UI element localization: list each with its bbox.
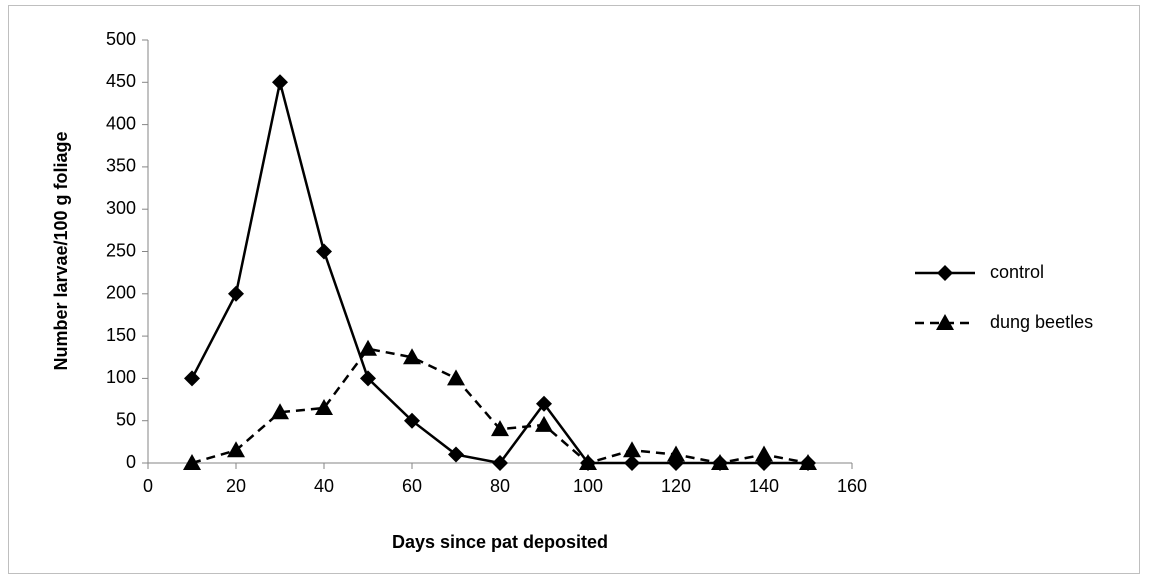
- x-tick-label: 40: [314, 476, 334, 496]
- marker-triangle: [359, 339, 377, 356]
- marker-triangle: [579, 454, 597, 470]
- marker-triangle: [667, 445, 685, 462]
- marker-diamond: [360, 370, 376, 387]
- x-tick-label: 0: [143, 476, 153, 496]
- marker-triangle: [799, 454, 817, 470]
- marker-triangle: [403, 348, 421, 365]
- y-tick-label: 350: [106, 156, 136, 176]
- legend-label: dung beetles: [990, 312, 1093, 332]
- x-axis-title: Days since pat deposited: [392, 532, 608, 552]
- marker-triangle: [623, 441, 641, 458]
- y-tick-label: 150: [106, 325, 136, 345]
- y-tick-label: 400: [106, 113, 136, 133]
- marker-diamond: [448, 446, 464, 463]
- marker-triangle: [315, 399, 333, 416]
- marker-diamond: [492, 455, 508, 471]
- marker-diamond: [624, 455, 640, 471]
- x-tick-label: 160: [837, 476, 867, 496]
- marker-triangle: [755, 445, 773, 462]
- marker-diamond: [228, 285, 244, 302]
- marker-triangle: [271, 403, 289, 420]
- legend-label: control: [990, 262, 1044, 282]
- y-tick-label: 50: [116, 409, 136, 429]
- marker-triangle: [183, 454, 201, 470]
- marker-triangle: [491, 420, 509, 437]
- marker-triangle: [227, 441, 245, 458]
- x-tick-label: 140: [749, 476, 779, 496]
- marker-triangle: [711, 454, 729, 470]
- y-tick-label: 300: [106, 198, 136, 218]
- y-tick-label: 500: [106, 29, 136, 49]
- x-tick-label: 120: [661, 476, 691, 496]
- marker-triangle: [535, 415, 553, 432]
- marker-diamond: [316, 243, 332, 260]
- y-tick-label: 0: [126, 452, 136, 472]
- marker-diamond: [937, 265, 953, 281]
- marker-triangle: [936, 314, 954, 330]
- x-tick-label: 60: [402, 476, 422, 496]
- y-tick-label: 200: [106, 283, 136, 303]
- y-tick-label: 450: [106, 71, 136, 91]
- x-tick-label: 20: [226, 476, 246, 496]
- marker-diamond: [404, 412, 420, 429]
- marker-diamond: [184, 370, 200, 387]
- x-tick-label: 80: [490, 476, 510, 496]
- y-tick-label: 100: [106, 367, 136, 387]
- marker-triangle: [447, 369, 465, 386]
- y-axis-title: Number larvae/100 g foliage: [51, 131, 71, 370]
- marker-diamond: [536, 395, 552, 412]
- marker-diamond: [272, 74, 288, 91]
- x-tick-label: 100: [573, 476, 603, 496]
- chart-frame: [8, 5, 1140, 574]
- y-tick-label: 250: [106, 240, 136, 260]
